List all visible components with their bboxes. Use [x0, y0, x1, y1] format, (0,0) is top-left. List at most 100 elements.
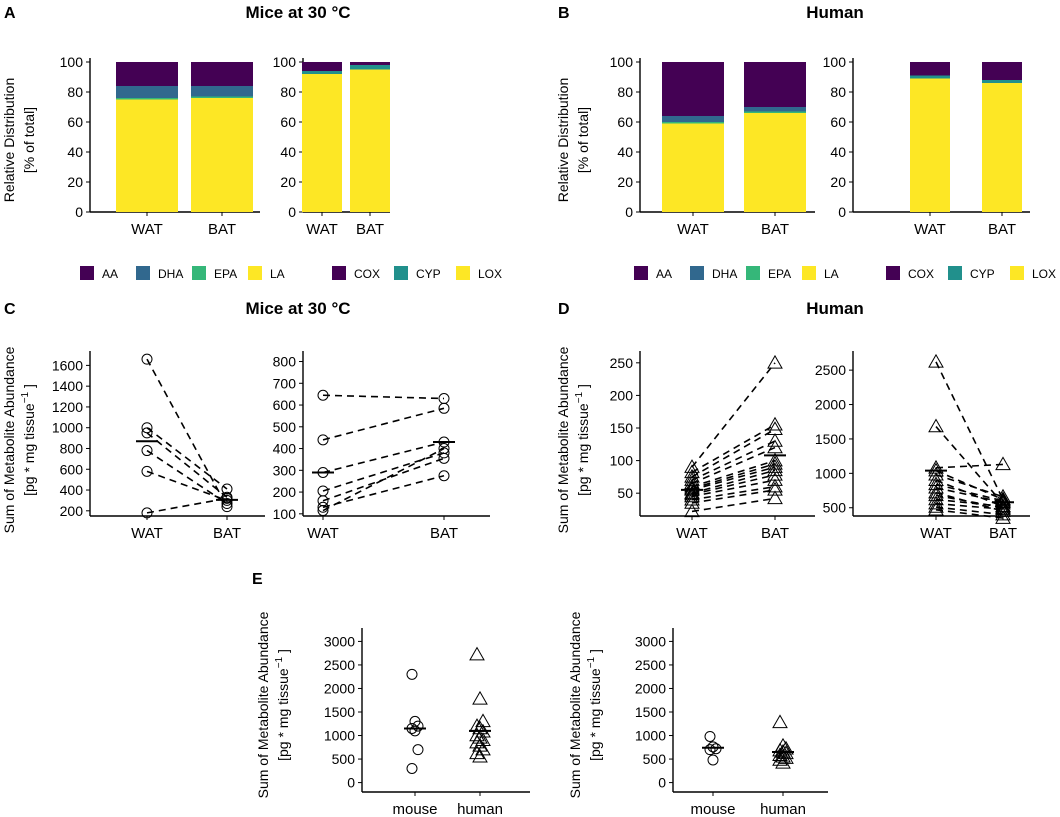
a1-bar-wat-epa	[116, 98, 178, 100]
a2-ytick-label: 0	[288, 204, 296, 220]
legend-a-enzyme-swatch-cyp	[394, 266, 408, 280]
d1-pair-line	[691, 489, 776, 504]
d1-pair-line	[691, 466, 776, 491]
b2-xtick-label: BAT	[988, 221, 1016, 238]
c1-pair-line	[146, 358, 228, 508]
panel-a-title: Mice at 30 °C	[245, 3, 350, 22]
panel-b-title: Human	[806, 3, 864, 22]
b2-ytick-label: 80	[830, 84, 846, 100]
a1-bar-bat-dha	[191, 86, 253, 97]
panel-c-title: Mice at 30 °C	[245, 299, 350, 318]
e1-point-mouse	[406, 762, 418, 774]
d2-pair-line	[935, 509, 1004, 519]
c1-ytick-label: 1000	[52, 420, 83, 436]
c1-ytick-label: 1200	[52, 399, 83, 415]
d1-pair-line	[691, 474, 776, 496]
a1-xtick-label: BAT	[208, 221, 236, 238]
b1-ytick-label: 40	[617, 144, 633, 160]
a2-ytick-label: 100	[273, 54, 297, 70]
d1-point-bat	[767, 354, 783, 369]
a2-ytick-label: 60	[280, 114, 296, 130]
a2-bar-bat-cox	[350, 62, 390, 65]
e2-point-human	[772, 714, 788, 729]
b1-ytick-label: 100	[610, 54, 634, 70]
d2-point-bat	[995, 506, 1011, 521]
d1-point-bat	[767, 490, 783, 505]
legend-a-fatty-acid-label-dha: DHA	[158, 267, 183, 281]
e1-point-mouse	[409, 725, 421, 737]
e2-ytick-label: 1500	[635, 704, 666, 720]
d1-point-bat	[767, 433, 783, 447]
c2-pair-line	[322, 452, 445, 492]
c1-point-bat	[221, 492, 233, 504]
legend-b-enzyme-label-cyp: CYP	[970, 267, 995, 281]
e1-ytick-label: 1500	[324, 704, 355, 720]
c1-ytick-label: 400	[60, 482, 84, 498]
panel-a-letter: A	[4, 5, 16, 22]
d2-ytick-label: 2000	[815, 397, 846, 413]
e1-ytick-label: 3000	[324, 633, 355, 649]
d1-ytick-label: 250	[610, 355, 634, 371]
plots-layer: 0 20 40 60 80 100 WAT BAT 0 20 40 60 80 100 WAT BAT 0 20 4…	[52, 54, 1030, 817]
e1-point-human	[472, 748, 488, 763]
c2-point-bat	[438, 402, 450, 414]
d2-point-bat	[995, 503, 1011, 517]
e2-point-human	[772, 751, 788, 766]
b2-bar-bat-lox	[982, 83, 1022, 212]
ylabel-e1-line1: Sum of Metabolite Abundance	[255, 611, 271, 798]
d2-point-wat	[928, 501, 944, 516]
e2-point-human	[775, 754, 791, 769]
legend-a-enzyme-swatch-cox	[332, 266, 346, 280]
b2-xtick-label: WAT	[914, 221, 946, 238]
panel-c-letter: C	[4, 301, 16, 318]
a2-xtick-label: BAT	[356, 221, 384, 238]
e1-ytick-label: 500	[332, 751, 356, 767]
d2-pair-line	[935, 502, 1004, 510]
d2-xtick-label: BAT	[989, 525, 1017, 542]
b2-bar-wat-cox	[910, 62, 950, 76]
a1-ytick-label: 0	[75, 204, 83, 220]
legend-a-enzyme-label-cyp: CYP	[416, 267, 441, 281]
d1-point-bat	[767, 481, 783, 496]
legend-a-fatty-acid-swatch-la	[248, 266, 262, 280]
e2-point-mouse	[707, 754, 719, 766]
b1-ytick-label: 60	[617, 114, 633, 130]
c1-xtick-label: BAT	[213, 525, 241, 542]
e1-ytick-label: 1000	[324, 728, 355, 744]
legend-a-enzyme-label-lox: LOX	[478, 267, 502, 281]
legend-a-enzyme-swatch-lox	[456, 266, 470, 280]
e2-ytick-label: 500	[643, 751, 667, 767]
c2-xtick-label: BAT	[430, 525, 458, 542]
d1-xtick-label: WAT	[676, 525, 708, 542]
e1-ytick-label: 2000	[324, 680, 355, 696]
d2-ytick-label: 1000	[815, 465, 846, 481]
b1-bar-bat-aa	[744, 62, 806, 107]
ylabel-b-line1: Relative Distribution	[555, 78, 571, 203]
c2-ytick-label: 500	[273, 419, 297, 435]
a1-ytick-label: 60	[67, 114, 83, 130]
ylabel-d-unit: [pg * mg tissue	[575, 403, 591, 496]
c1-point-wat	[141, 507, 153, 519]
a2-bar-bat-lox	[350, 69, 390, 212]
e1-point-human	[469, 734, 485, 749]
c2-ytick-label: 200	[273, 484, 297, 500]
c1-pair-line	[146, 432, 228, 498]
d1-point-bat	[767, 462, 783, 477]
b1-xtick-label: WAT	[677, 221, 709, 238]
d1-ytick-label: 200	[610, 387, 634, 403]
c1-point-wat	[141, 353, 153, 365]
d1-point-bat	[767, 472, 783, 486]
e2-xtick-label: human	[760, 801, 806, 817]
c2-ytick-label: 800	[273, 354, 297, 370]
d2-point-bat	[995, 492, 1011, 507]
c1-pair-line	[146, 427, 228, 490]
a1-bar-wat-la	[116, 99, 178, 212]
b2-ytick-label: 60	[830, 114, 846, 130]
legend-b-fatty-acid-swatch-epa	[746, 266, 760, 280]
d1-ytick-label: 50	[617, 485, 633, 501]
d2-point-wat	[928, 491, 944, 506]
d2-pair-line	[935, 469, 1004, 501]
legend-b-fatty-acid-swatch-la	[802, 266, 816, 280]
d1-pair-line	[691, 428, 776, 478]
b1-ytick-label: 80	[617, 84, 633, 100]
